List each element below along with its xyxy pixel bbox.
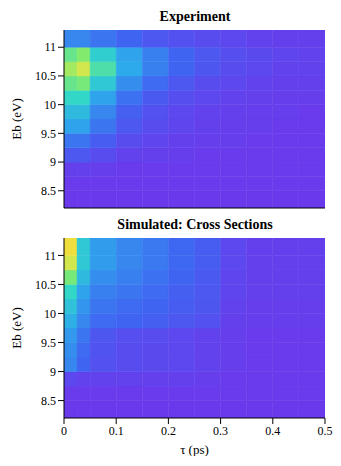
svg-text:0.3: 0.3 bbox=[213, 424, 228, 438]
svg-text:0.2: 0.2 bbox=[161, 424, 176, 438]
svg-text:9: 9 bbox=[50, 365, 56, 379]
html-text:Experiment: Experiment bbox=[159, 9, 231, 24]
svg-text:9.5: 9.5 bbox=[41, 127, 56, 141]
html-text:Simulated: Cross Sections: Simulated: Cross Sections bbox=[117, 217, 273, 232]
svg-text:10.5: 10.5 bbox=[35, 69, 56, 83]
svg-text:10: 10 bbox=[44, 307, 56, 321]
svg-text:9: 9 bbox=[50, 155, 56, 169]
svg-text:Eb (eV): Eb (eV) bbox=[9, 307, 24, 349]
svg-text:11: 11 bbox=[44, 249, 56, 263]
svg-text:10.5: 10.5 bbox=[35, 278, 56, 292]
svg-text:9.5: 9.5 bbox=[41, 336, 56, 350]
svg-text:11: 11 bbox=[44, 40, 56, 54]
svg-text:0: 0 bbox=[61, 424, 67, 438]
svg-text:τ (ps): τ (ps) bbox=[180, 442, 209, 456]
svg-text:0.4: 0.4 bbox=[265, 424, 280, 438]
svg-text:Eb (eV): Eb (eV) bbox=[9, 98, 24, 140]
svg-text:10: 10 bbox=[44, 98, 56, 112]
svg-text:8.5: 8.5 bbox=[41, 184, 56, 198]
svg-text:0.5: 0.5 bbox=[318, 424, 333, 438]
svg-text:0.1: 0.1 bbox=[109, 424, 124, 438]
svg-text:8.5: 8.5 bbox=[41, 394, 56, 408]
